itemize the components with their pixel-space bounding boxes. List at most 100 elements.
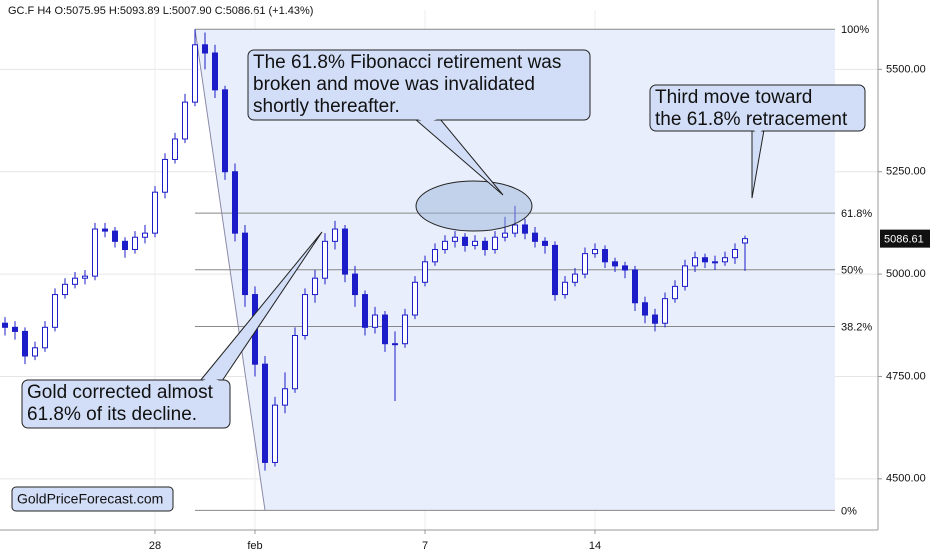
candle-body xyxy=(482,240,488,251)
fib-label: 61.8% xyxy=(841,208,872,220)
candle-body xyxy=(62,283,68,296)
callout-box xyxy=(21,379,231,429)
candle-body xyxy=(622,265,628,271)
candle-body xyxy=(302,294,308,337)
candle-body xyxy=(112,230,118,242)
candle-body xyxy=(72,277,78,285)
candle-body xyxy=(742,238,748,244)
candle-body xyxy=(222,89,228,173)
candle-body xyxy=(522,224,528,234)
candle-body xyxy=(132,236,138,251)
callout-text: broken and move was invalidated xyxy=(253,74,535,95)
candle-body xyxy=(342,228,348,275)
candle-body xyxy=(612,261,618,267)
candle-body xyxy=(152,191,158,234)
candle-body xyxy=(42,326,48,349)
candle-body xyxy=(502,232,508,238)
candle-body xyxy=(162,158,168,193)
candle-body xyxy=(412,281,418,316)
candle-body xyxy=(322,240,328,279)
candle-body xyxy=(272,404,278,463)
candle-body xyxy=(422,261,428,283)
chart-title: GC.F H4 O:5075.95 H:5093.89 L:5007.90 C:… xyxy=(8,5,313,17)
candle-body xyxy=(52,294,58,328)
candle-body xyxy=(472,240,478,246)
callout-text: 61.8% of its decline. xyxy=(27,404,197,425)
candle-body xyxy=(632,269,638,304)
candle-body xyxy=(692,257,698,267)
candle-body xyxy=(312,277,318,296)
callout-joint xyxy=(201,378,221,381)
candle-body xyxy=(732,249,738,259)
candle-body xyxy=(142,232,148,238)
candle-body xyxy=(382,314,388,345)
callout-text: the 61.8% retracement xyxy=(655,109,848,130)
candle-body xyxy=(462,236,468,246)
candle-body xyxy=(242,232,248,296)
candle-body xyxy=(592,249,598,255)
candle-body xyxy=(662,298,668,324)
candle-body xyxy=(542,240,548,246)
candle-body xyxy=(672,285,678,300)
callout-joint xyxy=(416,119,439,122)
candle-body xyxy=(32,347,38,357)
callout-box xyxy=(247,49,591,121)
fib-label: 100% xyxy=(841,24,869,36)
candle-body xyxy=(262,363,268,463)
candle-body xyxy=(372,314,378,328)
candle-body xyxy=(332,228,338,242)
candle-body xyxy=(532,232,538,242)
candle-body xyxy=(172,138,178,160)
candle-body xyxy=(572,273,578,283)
x-tick-label: 7 xyxy=(422,540,428,552)
x-tick-label: 14 xyxy=(589,540,601,552)
watermark-box xyxy=(11,486,174,512)
candle-body xyxy=(702,257,708,263)
candle-body xyxy=(92,228,98,277)
callout-text: The 61.8% Fibonacci retirement was xyxy=(253,52,561,73)
candle-body xyxy=(22,330,28,357)
y-tick-label: 5000.00 xyxy=(886,268,926,280)
candle-body xyxy=(582,253,588,275)
fib-label: 50% xyxy=(841,265,863,277)
price-tag-label: 5086.61 xyxy=(884,234,924,246)
candle-body xyxy=(642,302,648,316)
candle-body xyxy=(722,257,728,263)
y-tick-label: 5250.00 xyxy=(886,166,926,178)
candle-body xyxy=(432,249,438,263)
candle-body xyxy=(712,261,718,264)
candle-body xyxy=(562,281,568,296)
callout-joint xyxy=(753,130,763,133)
candle-body xyxy=(492,236,498,251)
candle-body xyxy=(292,335,298,390)
callout-text: shortly thereafter. xyxy=(253,96,400,117)
candle-body xyxy=(352,273,358,296)
candle-body xyxy=(202,44,208,54)
candle-body xyxy=(392,343,398,346)
callout-text: Third move toward xyxy=(655,87,812,108)
candle-body xyxy=(82,275,88,279)
fib-label: 0% xyxy=(841,505,857,517)
price-tag xyxy=(880,229,930,248)
candle-body xyxy=(442,240,448,251)
callout-text: Gold corrected almost xyxy=(27,382,214,403)
x-tick-label: feb xyxy=(247,540,262,552)
candle-body xyxy=(652,314,658,324)
candle-body xyxy=(182,101,188,140)
y-tick-label: 5500.00 xyxy=(886,63,926,75)
candle-body xyxy=(512,224,518,234)
highlight-ellipse xyxy=(415,180,533,232)
candle-body xyxy=(2,322,8,328)
candle-body xyxy=(12,326,18,332)
candle-body xyxy=(602,249,608,263)
y-tick-label: 4500.00 xyxy=(886,473,926,485)
candle-body xyxy=(362,294,368,328)
candle-body xyxy=(402,314,408,345)
candle-body xyxy=(122,240,128,251)
watermark: GoldPriceForecast.com xyxy=(17,491,163,507)
candle-body xyxy=(552,244,558,296)
candle-body xyxy=(212,52,218,91)
candle-body xyxy=(452,236,458,242)
fib-label: 38.2% xyxy=(841,321,872,333)
candle-body xyxy=(102,228,108,232)
